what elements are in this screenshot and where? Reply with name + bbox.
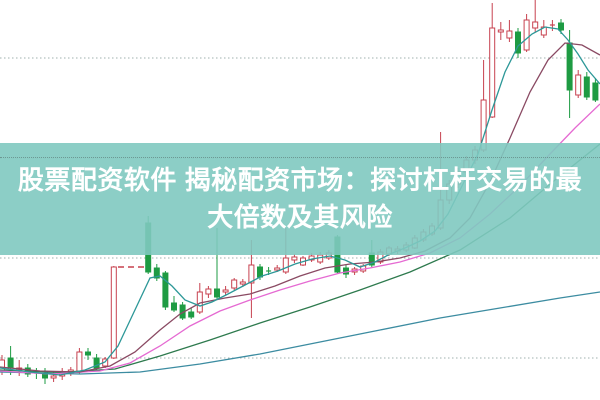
gridline-over-banner <box>0 157 600 158</box>
article-title-line1: 股票配资软件 揭秘配资市场：探讨杠杆交易的最 <box>17 165 583 195</box>
title-banner: 股票配资软件 揭秘配资市场：探讨杠杆交易的最 大倍数及其风险 <box>0 143 600 255</box>
article-title-line2: 大倍数及其风险 <box>207 202 393 232</box>
